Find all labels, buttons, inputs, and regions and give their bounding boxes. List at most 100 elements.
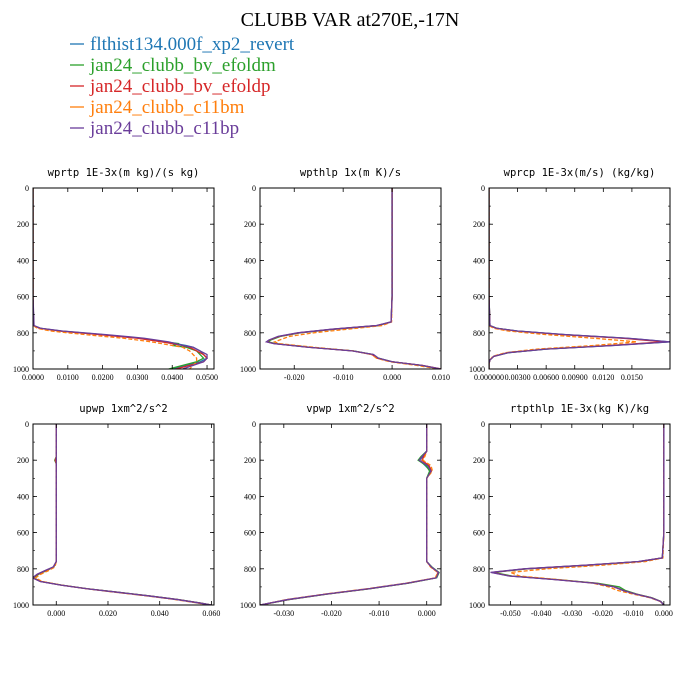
legend: flthist134.000f_xp2_revertjan24_clubb_bv… [70,34,295,139]
series-line [33,424,212,605]
series-line [490,424,665,605]
legend-label: flthist134.000f_xp2_revert [90,34,295,55]
panel-5: vpwp 1xm^2/s^2 0 200 400 600 800 1000 -0.030 -0.… [240,403,442,618]
x-tick-label: 0.00900 [562,373,588,382]
series-line [265,188,441,369]
axes-frame [259,187,442,370]
y-tick-label: 1000 [13,601,29,610]
y-tick-label: 1000 [240,601,256,610]
series-line [33,424,212,605]
x-tick-label: -0.010 [333,373,354,382]
panel-1: wprtp 1E-3x(m kg)/(s kg) 0 200 400 600 800 100… [13,167,218,382]
y-tick-label: 0 [481,420,485,429]
panel-6: rtpthlp 1E-3x(kg K)/kg 0 200 400 600 800 1000 -… [469,403,673,618]
axes-frame [488,423,671,606]
series-line [260,424,439,605]
y-tick-label: 800 [473,329,485,338]
axes-frame [32,187,215,370]
axes-frame [259,423,442,606]
y-tick-label: 600 [473,529,485,538]
series-line [33,424,212,605]
series-line [489,188,668,369]
y-tick-label: 200 [473,220,485,229]
series-line [34,424,211,605]
figure-title: CLUBB VAR at270E,-17N [241,9,460,31]
y-tick-label: 400 [17,492,29,501]
x-tick-label: 0.00300 [505,373,531,382]
y-tick-label: 200 [244,220,256,229]
y-tick-label: 1000 [469,365,485,374]
y-tick-label: 400 [17,256,29,265]
series-line [491,424,665,605]
x-tick-label: -0.030 [561,609,582,618]
y-tick-label: 1000 [240,365,256,374]
axes-frame [488,187,671,370]
x-tick-label: 0.000 [47,609,65,618]
series-line [489,188,670,369]
y-tick-label: 800 [17,565,29,574]
x-tick-label: -0.020 [284,373,305,382]
x-tick-label: 0.0150 [621,373,643,382]
series-line [260,424,440,605]
panel-title: wpthlp 1x(m K)/s [300,167,401,179]
x-tick-label: 0.000 [655,609,673,618]
series-line [260,424,440,605]
y-tick-label: 200 [17,220,29,229]
x-tick-label: 0.00600 [533,373,559,382]
y-tick-label: 200 [244,456,256,465]
panel-3: wprcp 1E-3x(m/s) (kg/kg) 0 200 400 600 800 100… [469,167,671,382]
x-tick-label: 0.020 [99,609,117,618]
panel-title: wprcp 1E-3x(m/s) (kg/kg) [504,167,656,179]
series-line [266,188,441,369]
series-line [489,188,637,369]
series-line [489,188,665,369]
series-line [33,188,205,369]
y-tick-label: 400 [244,256,256,265]
x-tick-label: 0.000000 [474,373,504,382]
y-tick-label: 0 [481,184,485,193]
series-line [272,188,439,369]
series-line [493,424,665,605]
panel-title: rtpthlp 1E-3x(kg K)/kg [510,403,649,415]
legend-label: jan24_clubb_bv_efoldm [89,55,276,76]
legend-label: jan24_clubb_bv_efoldp [89,76,270,97]
x-tick-label: -0.020 [321,609,342,618]
x-tick-label: -0.050 [500,609,521,618]
series-line [33,188,208,369]
y-tick-label: 0 [25,420,29,429]
legend-label: jan24_clubb_c11bm [89,97,245,118]
x-tick-label: 0.060 [202,609,220,618]
panels: wprtp 1E-3x(m kg)/(s kg) 0 200 400 600 800 100… [13,167,673,618]
y-tick-label: 400 [244,492,256,501]
series-line [33,188,208,369]
y-tick-label: 1000 [469,601,485,610]
x-tick-label: -0.010 [623,609,644,618]
panel-4: upwp 1xm^2/s^2 0 200 400 600 800 1000 0.000 0.02… [13,403,220,618]
y-tick-label: 800 [244,565,256,574]
y-tick-label: 200 [473,456,485,465]
y-tick-label: 800 [244,329,256,338]
x-tick-label: 0.0400 [161,373,183,382]
x-tick-label: -0.030 [273,609,294,618]
y-tick-label: 600 [17,293,29,302]
y-tick-label: 400 [473,256,485,265]
y-tick-label: 600 [473,293,485,302]
series-line [489,188,670,369]
x-tick-label: 0.0500 [196,373,218,382]
x-tick-label: 0.010 [432,373,450,382]
series-line [33,188,209,369]
x-tick-label: 0.000 [383,373,401,382]
y-tick-label: 1000 [13,365,29,374]
y-tick-label: 800 [17,329,29,338]
series-line [264,188,441,369]
series-line [260,424,440,605]
panel-title: upwp 1xm^2/s^2 [79,403,168,415]
panel-title: wprtp 1E-3x(m kg)/(s kg) [48,167,200,179]
x-tick-label: -0.010 [369,609,390,618]
x-tick-label: 0.0120 [592,373,614,382]
x-tick-label: 0.0200 [92,373,114,382]
series-line [491,424,665,605]
y-tick-label: 0 [252,184,256,193]
y-tick-label: 400 [473,492,485,501]
y-tick-label: 200 [17,456,29,465]
